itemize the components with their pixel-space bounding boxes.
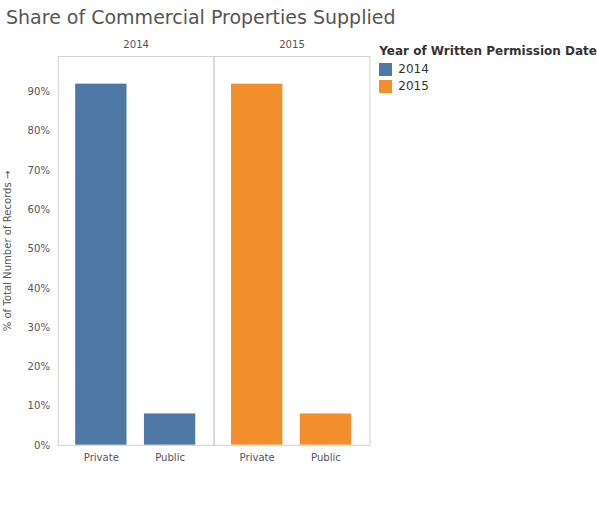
svg-text:0%: 0% — [34, 440, 50, 451]
svg-text:2015: 2015 — [279, 39, 305, 50]
svg-text:% of Total Number of Records →: % of Total Number of Records → — [2, 171, 13, 332]
html-text:Share of Commercial Properties: Share of Commercial Properties Supplied — [6, 6, 396, 28]
html-text:2014: 2014 — [398, 62, 429, 76]
svg-text:Private: Private — [240, 452, 275, 463]
svg-text:2014: 2014 — [123, 39, 149, 50]
html-text:2015: 2015 — [398, 79, 429, 93]
svg-text:80%: 80% — [28, 125, 51, 136]
svg-text:Public: Public — [311, 452, 341, 463]
svg-text:60%: 60% — [28, 204, 51, 215]
svg-text:30%: 30% — [28, 322, 51, 333]
svg-text:90%: 90% — [28, 86, 51, 97]
svg-text:10%: 10% — [28, 400, 51, 411]
html-text:Year of Written Permission Dat: Year of Written Permission Date — [379, 44, 597, 58]
svg-text:40%: 40% — [28, 282, 51, 293]
svg-text:70%: 70% — [28, 165, 51, 176]
svg-text:Private: Private — [84, 452, 119, 463]
svg-text:20%: 20% — [28, 361, 51, 372]
svg-text:Public: Public — [155, 452, 185, 463]
svg-text:50%: 50% — [28, 243, 51, 254]
